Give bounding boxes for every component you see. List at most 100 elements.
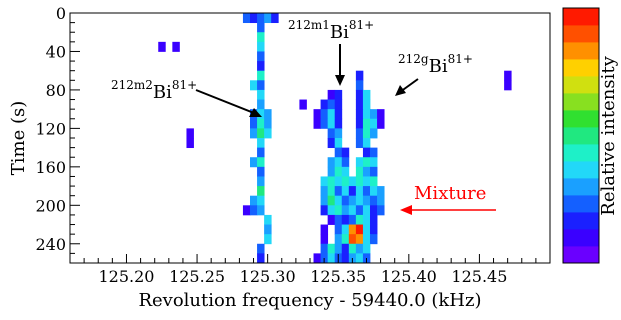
heatmap-cell xyxy=(334,176,343,187)
heatmap-cell xyxy=(348,176,357,187)
heatmap-cell xyxy=(327,195,336,206)
heatmap-cell xyxy=(362,234,371,245)
heatmap-cell xyxy=(250,157,258,168)
annotation-symbol: Bi xyxy=(153,82,172,103)
colorbar-swatch xyxy=(563,110,599,128)
heatmap-cell xyxy=(320,99,329,110)
heatmap-cell xyxy=(334,157,343,168)
heatmap-cell xyxy=(257,166,265,177)
colorbar xyxy=(563,8,599,264)
heatmap-cell xyxy=(257,32,265,43)
heatmap-cell xyxy=(327,166,336,177)
heatmap-cell xyxy=(334,224,343,235)
x-tick-label: 125.30 xyxy=(240,267,296,286)
y-tick-label: 80 xyxy=(46,81,66,100)
heatmap-cell xyxy=(362,128,371,139)
heatmap-cell xyxy=(257,70,265,81)
annotation-charge: 81+ xyxy=(172,78,197,92)
heatmap-cell xyxy=(250,80,258,91)
y-tick-label: 120 xyxy=(35,119,66,138)
annotation-bi212m2: 212m2Bi81+ xyxy=(111,78,262,117)
annotation-symbol: Bi xyxy=(330,22,349,43)
heatmap-cell xyxy=(250,205,258,216)
heatmap-cell xyxy=(257,99,265,110)
heatmap-cell xyxy=(370,176,378,187)
x-tick-label: 125.20 xyxy=(98,267,154,286)
heatmap-cell xyxy=(370,224,378,235)
heatmap-cell xyxy=(355,205,364,216)
colorbar-swatch xyxy=(563,8,599,26)
heatmap-cell xyxy=(320,109,329,120)
heatmap-cell xyxy=(250,195,258,206)
heatmap-cell xyxy=(334,109,343,120)
colorbar-swatch xyxy=(563,161,599,179)
heatmap-cell xyxy=(362,118,371,129)
colorbar-swatch xyxy=(563,25,599,43)
arrow-head xyxy=(335,75,345,86)
arrow-head xyxy=(395,85,406,96)
heatmap-cell xyxy=(327,253,336,264)
heatmap-cell xyxy=(257,243,265,254)
colorbar-title: Relative intensity xyxy=(598,55,619,215)
heatmap-cell xyxy=(377,118,385,129)
heatmap-cell xyxy=(348,234,357,245)
heatmap-cell xyxy=(327,99,336,110)
heatmap-cell xyxy=(355,166,364,177)
heatmap-cell xyxy=(327,109,336,120)
annotation-bi212m1: 212m1Bi81+ xyxy=(288,18,374,86)
heatmap-cell xyxy=(355,234,364,245)
heatmap-cell xyxy=(264,234,272,245)
heatmap-cell xyxy=(341,157,350,168)
heatmap-cell xyxy=(355,118,364,129)
heatmap-cell xyxy=(355,253,364,264)
annotation-label-bi212m2: 212m2Bi81+ xyxy=(111,78,197,103)
heatmap-cell xyxy=(313,109,321,120)
heatmap-cell xyxy=(362,166,371,177)
heatmap-cell xyxy=(257,186,265,197)
heatmap-cell xyxy=(257,138,265,149)
heatmap-cell xyxy=(370,166,378,177)
colorbar-frame xyxy=(562,7,600,264)
heatmap-cell xyxy=(355,70,364,81)
heatmap-cell xyxy=(327,157,336,168)
heatmap-cell xyxy=(348,243,357,254)
heatmap-cell xyxy=(320,195,329,206)
heatmap-cell xyxy=(313,118,321,129)
x-tick-label: 125.35 xyxy=(310,267,366,286)
heatmap-cell xyxy=(355,176,364,187)
heatmap-cell xyxy=(327,205,336,216)
annotation-mass: 212m2 xyxy=(111,78,153,92)
heatmap-cell xyxy=(264,13,272,24)
heatmap-cell xyxy=(257,128,265,139)
annotation-label-bi212g: 212gBi81+ xyxy=(398,52,473,77)
arrow-head xyxy=(249,108,262,117)
heatmap-cell xyxy=(334,186,343,197)
colorbar-swatch xyxy=(563,195,599,213)
heatmap-cell xyxy=(341,195,350,206)
annotation-charge: 81+ xyxy=(448,52,473,66)
heatmap-cell xyxy=(362,195,371,206)
heatmap-cell xyxy=(257,109,265,120)
heatmap-cell xyxy=(250,118,258,129)
heatmap-cell xyxy=(362,157,371,168)
heatmap-cell xyxy=(504,80,512,91)
x-tick-label: 125.45 xyxy=(451,267,507,286)
heatmap-cell xyxy=(257,195,265,206)
heatmap-cell xyxy=(348,214,357,225)
heatmap-cell xyxy=(362,224,371,235)
heatmap-cell xyxy=(362,99,371,110)
heatmap-cell xyxy=(370,195,378,206)
colorbar-swatch xyxy=(563,93,599,111)
heatmap-cell xyxy=(327,128,336,139)
heatmap-cell xyxy=(370,118,378,129)
heatmap-cell xyxy=(355,243,364,254)
heatmap-cell xyxy=(370,205,378,216)
heatmap-cell xyxy=(257,205,265,216)
heatmap-cell xyxy=(341,224,350,235)
x-axis-title: Revolution frequency - 59440.0 (kHz) xyxy=(138,290,481,311)
heatmap-cell xyxy=(186,128,194,139)
heatmap-cell xyxy=(334,214,343,225)
heatmap-cell xyxy=(341,205,350,216)
heatmap-cell xyxy=(334,243,343,254)
